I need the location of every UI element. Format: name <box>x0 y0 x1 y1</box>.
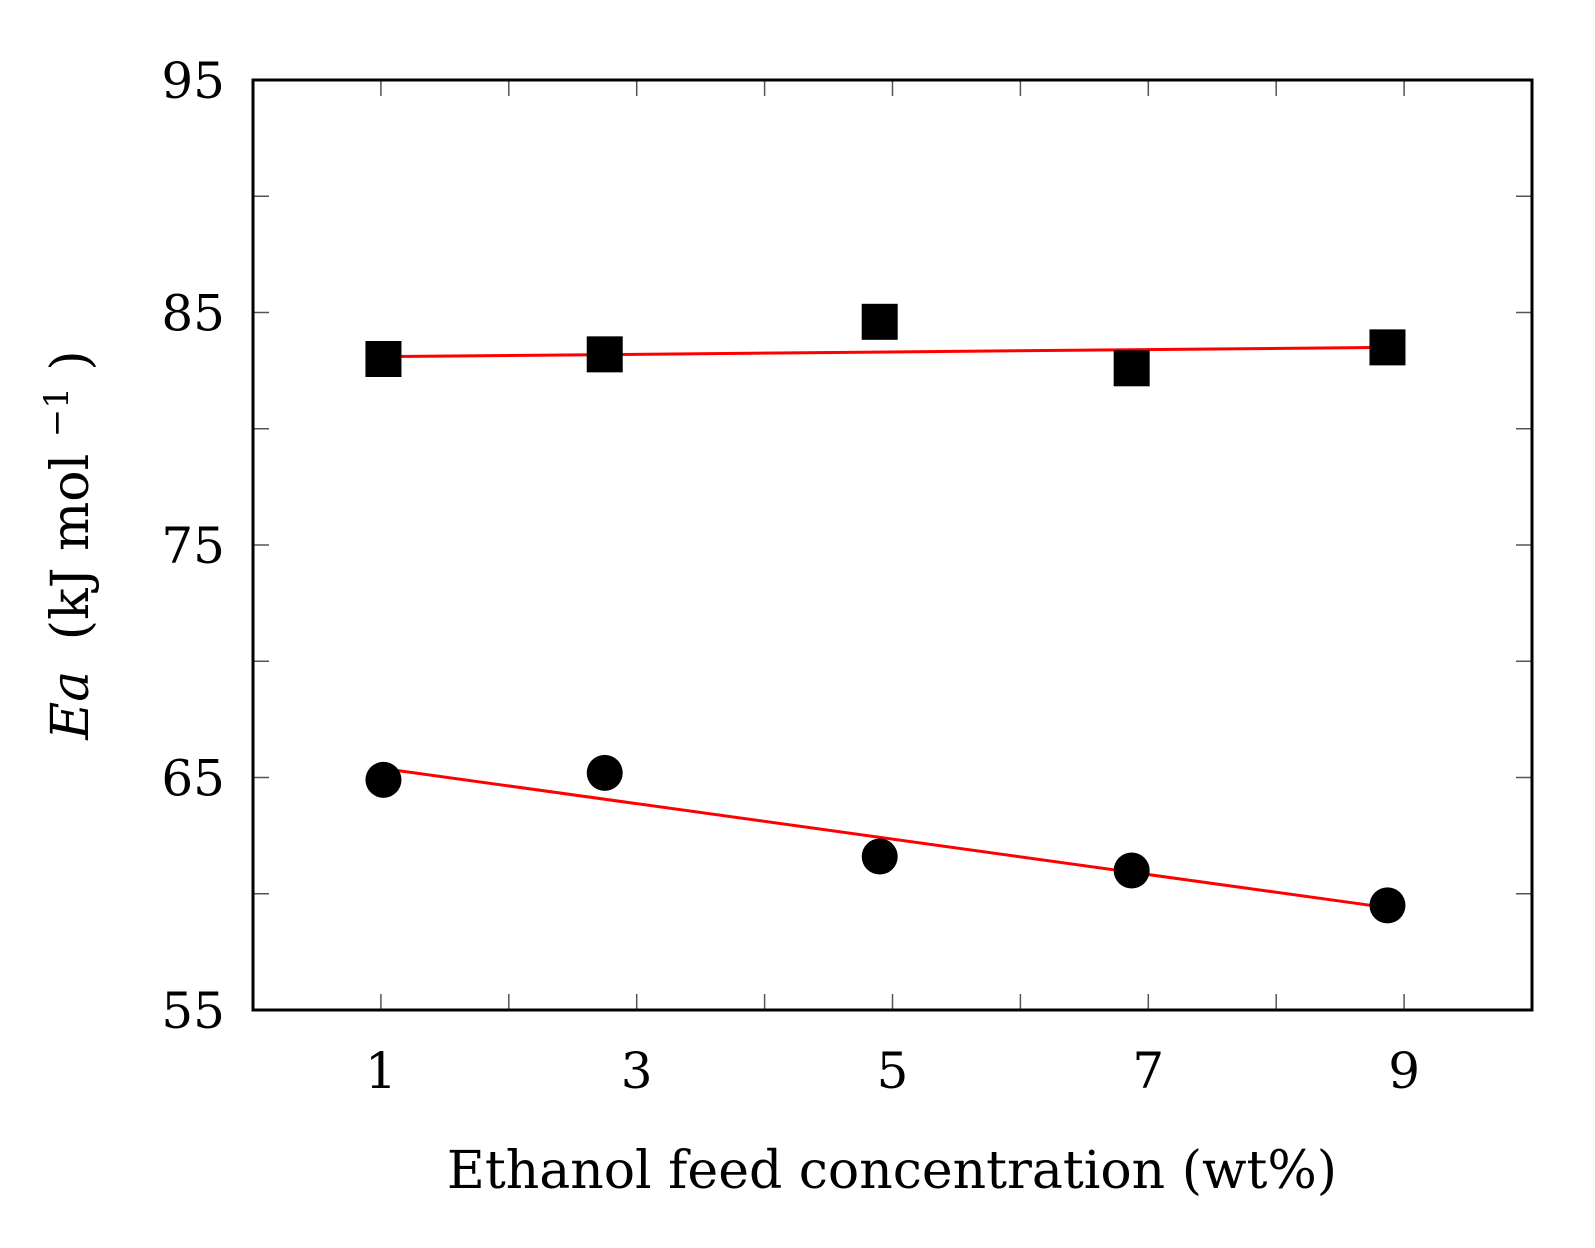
ticks-layer <box>253 79 1532 1011</box>
fit-line-circles <box>380 766 1388 910</box>
y-axis-title-units: (kJ mol <box>41 454 101 640</box>
y-axis-title-sup: −1 <box>37 387 77 437</box>
y-axis-title: Ea (kJ mol −1 ) <box>21 350 101 740</box>
x-tick-label: 1 <box>365 1042 397 1100</box>
data-point-square <box>1113 350 1150 387</box>
y-tick-label: 75 <box>161 517 225 575</box>
data-point-circle <box>861 838 898 875</box>
y-tick-label: 95 <box>161 52 225 110</box>
x-tick-label: 5 <box>877 1042 909 1100</box>
data-point-circle <box>365 761 402 798</box>
data-markers <box>365 303 1406 924</box>
data-point-square <box>365 341 402 377</box>
y-tick-label: 85 <box>161 285 225 343</box>
plot-frame <box>251 78 1534 1012</box>
y-tick-label: 65 <box>161 750 225 808</box>
y-axis-title-var: Ea <box>41 671 101 741</box>
y-tick-label: 55 <box>161 982 225 1040</box>
x-tick-label: 3 <box>621 1042 653 1100</box>
data-point-circle <box>1369 887 1406 924</box>
data-point-circle <box>586 754 623 791</box>
fit-lines <box>380 345 1388 910</box>
data-point-square <box>586 336 623 373</box>
x-axis-title: Ethanol feed concentration (wt%) <box>447 1141 1337 1201</box>
fit-line-squares <box>380 345 1388 359</box>
tick-labels: 1 3 5 7 9 55 65 75 85 95 <box>161 52 1420 1100</box>
x-tick-label: 7 <box>1132 1042 1164 1100</box>
data-point-circle <box>1113 852 1150 889</box>
x-tick-label: 9 <box>1388 1042 1420 1100</box>
data-point-square <box>861 303 898 340</box>
data-point-square <box>1369 329 1406 366</box>
y-axis-title-close: ) <box>41 350 101 370</box>
